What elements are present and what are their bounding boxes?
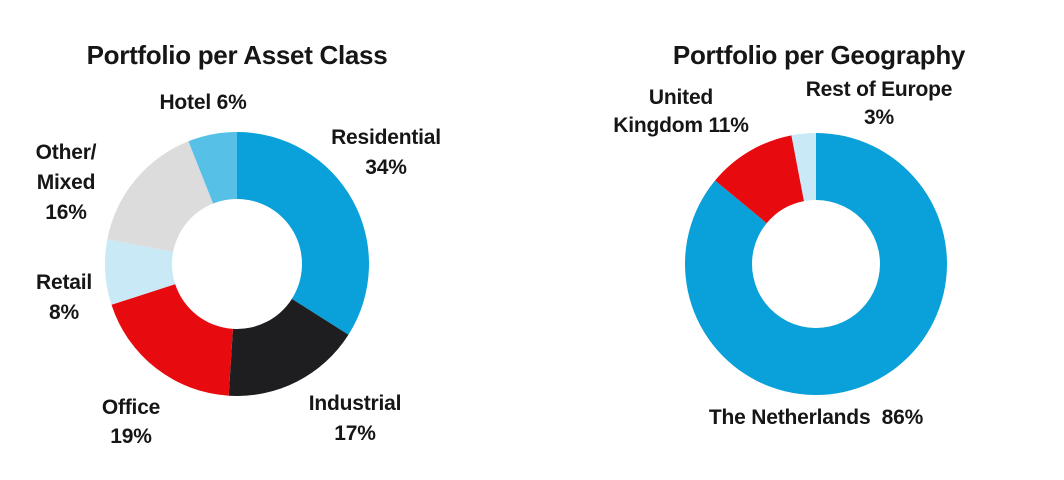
geography-donut — [685, 133, 947, 395]
slice-label-line: 3% — [864, 106, 894, 129]
donut-slice-retail — [105, 239, 176, 305]
donut-slice-united-kingdom — [715, 135, 805, 224]
slice-label-line: United — [648, 86, 714, 109]
slice-label-line: Kingdom 11% — [613, 114, 749, 137]
slice-label-other-mixed: Other/ Mixed 16% — [36, 138, 97, 228]
slice-label-line: Office — [101, 396, 161, 419]
slice-label-line: Rest of Europe — [805, 78, 953, 101]
donut-slice-hotel — [188, 132, 237, 204]
donut-slice-the-netherlands — [685, 133, 947, 395]
slice-label-industrial: Industrial 17% — [309, 389, 402, 449]
slice-label-line: The Netherlands 86% — [708, 406, 924, 429]
slice-label-rest-of-europe: Rest of Europe 3% — [806, 76, 953, 132]
donut-slice-office — [111, 284, 233, 396]
slice-label-line: Other/ — [35, 141, 97, 164]
slice-label-line: Retail — [36, 271, 92, 294]
slice-label-line: 19% — [110, 425, 152, 448]
donut-slice-industrial — [228, 298, 349, 396]
donut-slice-residential — [237, 132, 369, 335]
slice-label-line: Industrial — [308, 392, 402, 415]
donut-slice-rest-of-europe — [791, 133, 816, 202]
slice-label-line: 17% — [334, 422, 376, 445]
slice-label-line: 8% — [49, 301, 79, 324]
donut-slice-other-mixed — [107, 141, 214, 252]
slice-label-residential: Residential 34% — [331, 123, 441, 183]
slice-label-line: 16% — [45, 201, 87, 224]
slice-label-line: Mixed — [36, 171, 96, 194]
slice-label-office: Office 19% — [101, 393, 161, 451]
slice-label-netherlands: The Netherlands 86% — [709, 403, 923, 433]
asset-class-chart-title: Portfolio per Asset Class — [86, 39, 388, 70]
slice-label-retail: Retail 8% — [36, 268, 92, 328]
slice-label-line: Residential — [331, 126, 441, 149]
slice-label-united-kingdom: United Kingdom 11% — [613, 84, 749, 140]
asset-class-donut — [105, 132, 369, 396]
geography-chart-title: Portfolio per Geography — [672, 39, 966, 70]
slice-label-line: 34% — [365, 156, 407, 179]
slice-label-line: Hotel 6% — [159, 91, 247, 114]
slice-label-hotel: Hotel 6% — [159, 88, 246, 117]
